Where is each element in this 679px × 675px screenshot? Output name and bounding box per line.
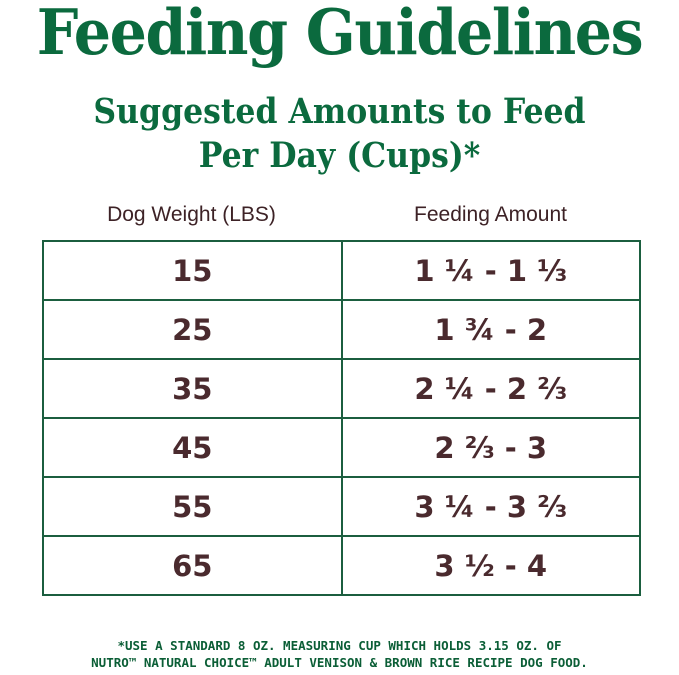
header-feeding-amount: Feeding Amount [414, 203, 567, 226]
weight-cell: 35 [42, 358, 343, 419]
footnote: *USE A STANDARD 8 OZ. MEASURING CUP WHIC… [0, 637, 679, 671]
amount-cell: 1 ¼ - 1 ⅓ [340, 240, 641, 301]
amount-cell: 2 ⅔ - 3 [340, 417, 641, 478]
footnote-line-1: *USE A STANDARD 8 OZ. MEASURING CUP WHIC… [117, 638, 562, 653]
page-title: Feeding Guidelines [36, 0, 644, 69]
table-row: 15 1 ¼ - 1 ⅓ [42, 240, 641, 301]
feeding-table: 15 1 ¼ - 1 ⅓ 25 1 ¾ - 2 35 2 ¼ - 2 ⅔ 45 2 ⅔ … [42, 240, 641, 596]
column-headers: Dog Weight (LBS) Feeding Amount [42, 203, 640, 227]
header-dog-weight: Dog Weight (LBS) [107, 203, 276, 226]
table-row: 25 1 ¾ - 2 [42, 299, 641, 360]
weight-cell: 15 [42, 240, 343, 301]
amount-cell: 3 ¼ - 3 ⅔ [340, 476, 641, 537]
weight-cell: 65 [42, 535, 343, 596]
subtitle: Suggested Amounts to Feed Per Day (Cups)… [34, 90, 645, 178]
footnote-line-2: NUTRO™ NATURAL CHOICE™ ADULT VENISON & B… [91, 655, 588, 670]
weight-cell: 25 [42, 299, 343, 360]
amount-cell: 1 ¾ - 2 [340, 299, 641, 360]
table-row: 45 2 ⅔ - 3 [42, 417, 641, 478]
table-row: 35 2 ¼ - 2 ⅔ [42, 358, 641, 419]
amount-cell: 3 ½ - 4 [340, 535, 641, 596]
subtitle-line-1: Suggested Amounts to Feed [93, 91, 586, 132]
amount-cell: 2 ¼ - 2 ⅔ [340, 358, 641, 419]
weight-cell: 45 [42, 417, 343, 478]
subtitle-line-2: Per Day (Cups)* [198, 135, 481, 176]
table-row: 55 3 ¼ - 3 ⅔ [42, 476, 641, 537]
weight-cell: 55 [42, 476, 343, 537]
table-row: 65 3 ½ - 4 [42, 535, 641, 596]
